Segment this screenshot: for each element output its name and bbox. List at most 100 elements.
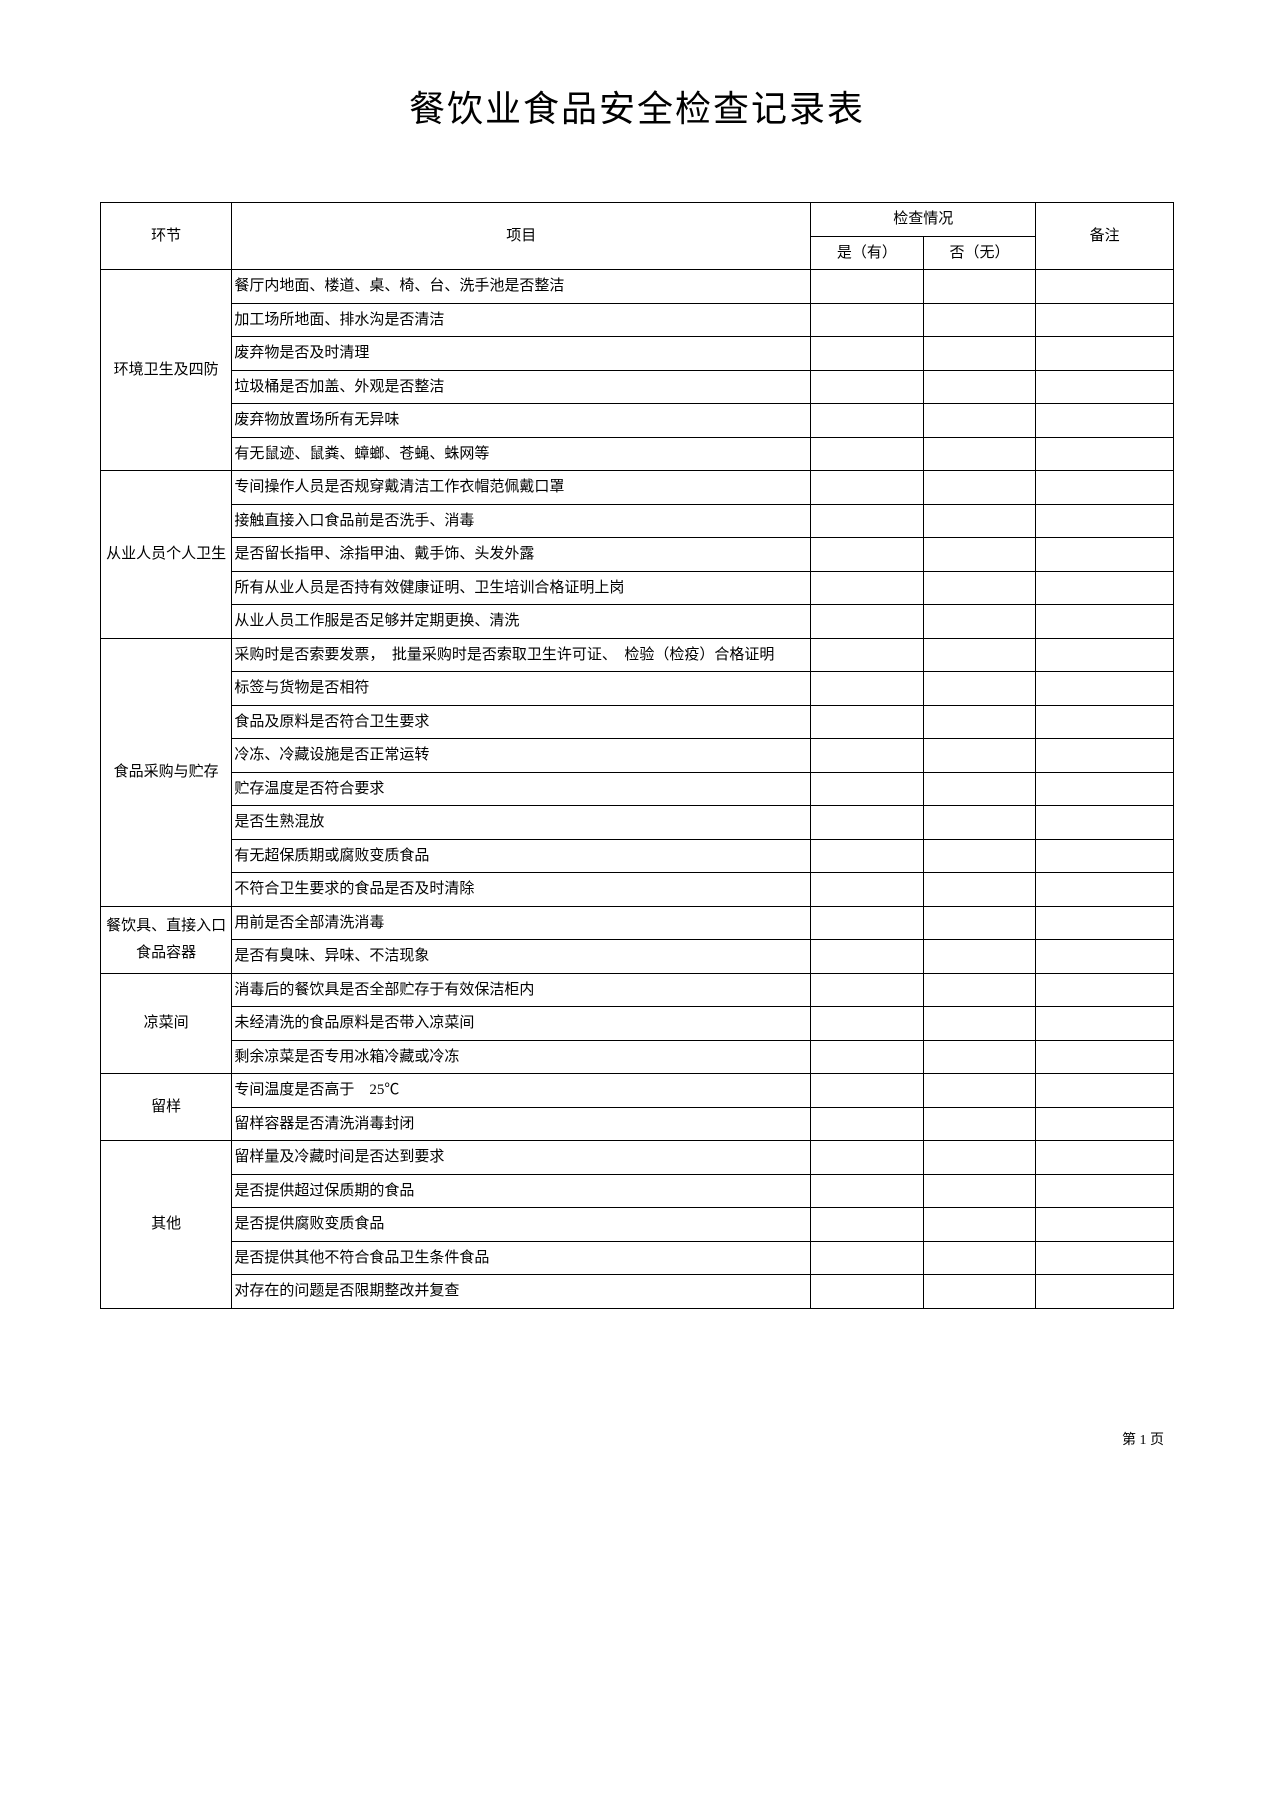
no-cell xyxy=(923,705,1036,739)
no-cell xyxy=(923,1074,1036,1108)
note-cell xyxy=(1036,1241,1174,1275)
table-row: 是否留长指甲、涂指甲油、戴手饰、头发外露 xyxy=(101,538,1174,572)
table-row: 冷冻、冷藏设施是否正常运转 xyxy=(101,739,1174,773)
no-cell xyxy=(923,638,1036,672)
no-cell xyxy=(923,1208,1036,1242)
note-cell xyxy=(1036,605,1174,639)
no-cell xyxy=(923,471,1036,505)
yes-cell xyxy=(811,270,924,304)
page-footer: 第 1 页 xyxy=(100,1429,1174,1449)
item-cell: 贮存温度是否符合要求 xyxy=(232,772,811,806)
no-cell xyxy=(923,839,1036,873)
yes-cell xyxy=(811,806,924,840)
section-cell: 其他 xyxy=(101,1141,232,1309)
table-row: 对存在的问题是否限期整改并复查 xyxy=(101,1275,1174,1309)
item-cell: 冷冻、冷藏设施是否正常运转 xyxy=(232,739,811,773)
note-cell xyxy=(1036,1040,1174,1074)
no-cell xyxy=(923,337,1036,371)
note-cell xyxy=(1036,471,1174,505)
note-cell xyxy=(1036,437,1174,471)
item-cell: 是否提供其他不符合食品卫生条件食品 xyxy=(232,1241,811,1275)
table-row: 留样专间温度是否高于 25℃ xyxy=(101,1074,1174,1108)
section-cell: 食品采购与贮存 xyxy=(101,638,232,906)
yes-cell xyxy=(811,873,924,907)
no-cell xyxy=(923,672,1036,706)
item-cell: 加工场所地面、排水沟是否清洁 xyxy=(232,303,811,337)
yes-cell xyxy=(811,1107,924,1141)
note-cell xyxy=(1036,906,1174,940)
no-cell xyxy=(923,270,1036,304)
no-cell xyxy=(923,873,1036,907)
yes-cell xyxy=(811,940,924,974)
item-cell: 有无超保质期或腐败变质食品 xyxy=(232,839,811,873)
yes-cell xyxy=(811,571,924,605)
table-row: 其他留样量及冷藏时间是否达到要求 xyxy=(101,1141,1174,1175)
yes-cell xyxy=(811,337,924,371)
table-row: 从业人员工作服是否足够并定期更换、清洗 xyxy=(101,605,1174,639)
note-cell xyxy=(1036,370,1174,404)
item-cell: 专间温度是否高于 25℃ xyxy=(232,1074,811,1108)
no-cell xyxy=(923,571,1036,605)
no-cell xyxy=(923,1241,1036,1275)
header-section: 环节 xyxy=(101,203,232,270)
table-row: 食品采购与贮存采购时是否索要发票， 批量采购时是否索取卫生许可证、 检验（检疫）… xyxy=(101,638,1174,672)
header-item: 项目 xyxy=(232,203,811,270)
note-cell xyxy=(1036,973,1174,1007)
yes-cell xyxy=(811,1040,924,1074)
note-cell xyxy=(1036,404,1174,438)
item-cell: 接触直接入口食品前是否洗手、消毒 xyxy=(232,504,811,538)
header-yes: 是（有） xyxy=(811,236,924,270)
section-cell: 凉菜间 xyxy=(101,973,232,1074)
item-cell: 废弃物是否及时清理 xyxy=(232,337,811,371)
table-row: 是否提供超过保质期的食品 xyxy=(101,1174,1174,1208)
no-cell xyxy=(923,772,1036,806)
note-cell xyxy=(1036,1074,1174,1108)
yes-cell xyxy=(811,404,924,438)
no-cell xyxy=(923,1040,1036,1074)
item-cell: 是否生熟混放 xyxy=(232,806,811,840)
yes-cell xyxy=(811,1007,924,1041)
table-row: 垃圾桶是否加盖、外观是否整洁 xyxy=(101,370,1174,404)
no-cell xyxy=(923,1141,1036,1175)
item-cell: 未经清洗的食品原料是否带入凉菜间 xyxy=(232,1007,811,1041)
note-cell xyxy=(1036,1208,1174,1242)
table-row: 食品及原料是否符合卫生要求 xyxy=(101,705,1174,739)
header-note: 备注 xyxy=(1036,203,1174,270)
table-row: 未经清洗的食品原料是否带入凉菜间 xyxy=(101,1007,1174,1041)
no-cell xyxy=(923,973,1036,1007)
section-cell: 环境卫生及四防 xyxy=(101,270,232,471)
inspection-table: 环节 项目 检查情况 备注 是（有） 否（无） 环境卫生及四防餐厅内地面、楼道、… xyxy=(100,202,1174,1309)
yes-cell xyxy=(811,370,924,404)
item-cell: 是否留长指甲、涂指甲油、戴手饰、头发外露 xyxy=(232,538,811,572)
yes-cell xyxy=(811,705,924,739)
note-cell xyxy=(1036,806,1174,840)
yes-cell xyxy=(811,605,924,639)
table-row: 不符合卫生要求的食品是否及时清除 xyxy=(101,873,1174,907)
note-cell xyxy=(1036,337,1174,371)
item-cell: 食品及原料是否符合卫生要求 xyxy=(232,705,811,739)
note-cell xyxy=(1036,873,1174,907)
table-row: 餐饮具、直接入口食品容器用前是否全部清洗消毒 xyxy=(101,906,1174,940)
item-cell: 废弃物放置场所有无异味 xyxy=(232,404,811,438)
note-cell xyxy=(1036,672,1174,706)
note-cell xyxy=(1036,940,1174,974)
yes-cell xyxy=(811,638,924,672)
item-cell: 留样量及冷藏时间是否达到要求 xyxy=(232,1141,811,1175)
no-cell xyxy=(923,437,1036,471)
table-row: 废弃物是否及时清理 xyxy=(101,337,1174,371)
no-cell xyxy=(923,538,1036,572)
yes-cell xyxy=(811,1074,924,1108)
note-cell xyxy=(1036,538,1174,572)
yes-cell xyxy=(811,1141,924,1175)
yes-cell xyxy=(811,538,924,572)
note-cell xyxy=(1036,839,1174,873)
table-row: 加工场所地面、排水沟是否清洁 xyxy=(101,303,1174,337)
no-cell xyxy=(923,806,1036,840)
table-row: 是否提供其他不符合食品卫生条件食品 xyxy=(101,1241,1174,1275)
note-cell xyxy=(1036,739,1174,773)
note-cell xyxy=(1036,1107,1174,1141)
table-row: 凉菜间消毒后的餐饮具是否全部贮存于有效保洁柜内 xyxy=(101,973,1174,1007)
page-title: 餐饮业食品安全检查记录表 xyxy=(100,80,1174,132)
no-cell xyxy=(923,303,1036,337)
yes-cell xyxy=(811,504,924,538)
